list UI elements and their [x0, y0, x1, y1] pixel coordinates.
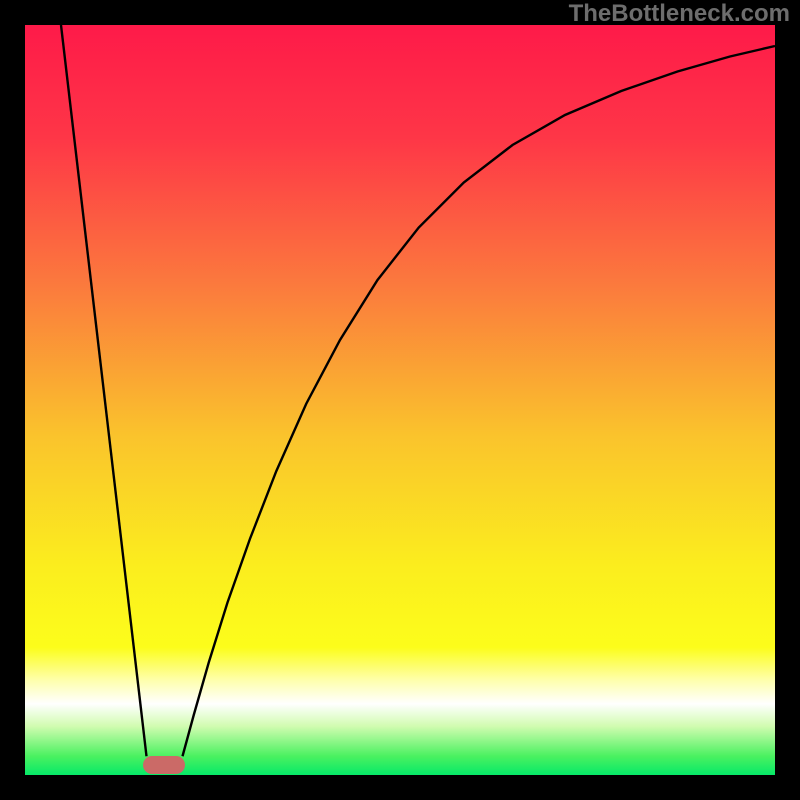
optimal-marker: [143, 756, 185, 774]
plot-area: [25, 25, 775, 775]
bottleneck-curve: [25, 25, 775, 775]
watermark-text: TheBottleneck.com: [569, 0, 790, 28]
curve-left-branch: [61, 25, 147, 756]
curve-right-branch: [183, 46, 776, 756]
chart-container: TheBottleneck.com: [0, 0, 800, 800]
